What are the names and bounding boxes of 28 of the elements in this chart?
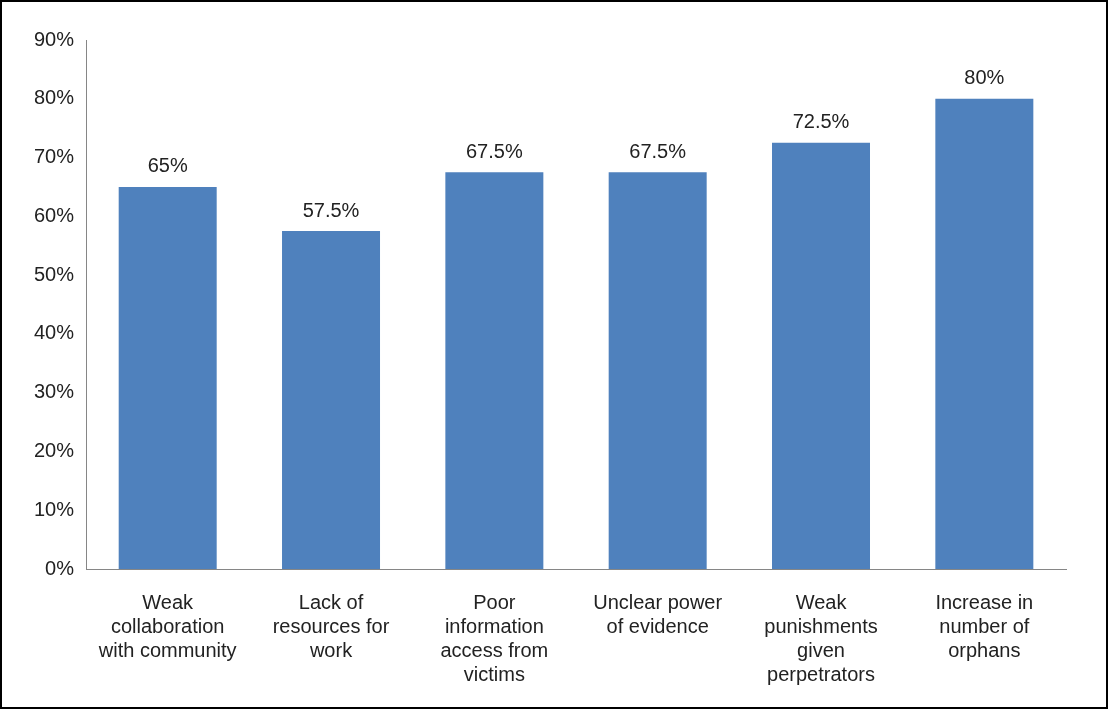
bar	[118, 186, 217, 569]
y-tick-label: 70%	[34, 145, 75, 168]
bar	[935, 98, 1034, 569]
data-label: 67.5%	[465, 139, 523, 162]
y-tick-label: 90%	[34, 27, 75, 50]
data-label: 72.5%	[792, 110, 850, 133]
y-tick-label: 0%	[45, 556, 75, 579]
x-tick-label: Weak punishments given perpetrators	[764, 590, 878, 685]
x-tick-label: Lack of resources for work	[272, 590, 390, 661]
y-tick-label: 80%	[34, 86, 75, 109]
data-label: 80%	[964, 66, 1005, 89]
y-tick-label: 50%	[34, 262, 75, 285]
y-tick-label: 30%	[34, 380, 75, 403]
bar	[608, 172, 707, 569]
data-label: 57.5%	[302, 198, 360, 221]
x-tick-label: Weak collaboration with community	[97, 590, 237, 661]
y-tick-label: 10%	[34, 497, 75, 520]
data-label: 65%	[147, 154, 188, 177]
y-tick-label: 60%	[34, 203, 75, 226]
y-tick-label: 20%	[34, 438, 75, 461]
y-tick-label: 40%	[34, 321, 75, 344]
x-tick-label: Increase in number of orphans	[935, 590, 1034, 661]
bar	[772, 142, 871, 569]
bar	[282, 231, 381, 569]
x-tick-label: Unclear power of evidence	[593, 590, 723, 637]
data-label: 67.5%	[629, 139, 687, 162]
x-tick-label: Poor information access from victims	[440, 590, 549, 685]
bar	[445, 172, 544, 569]
